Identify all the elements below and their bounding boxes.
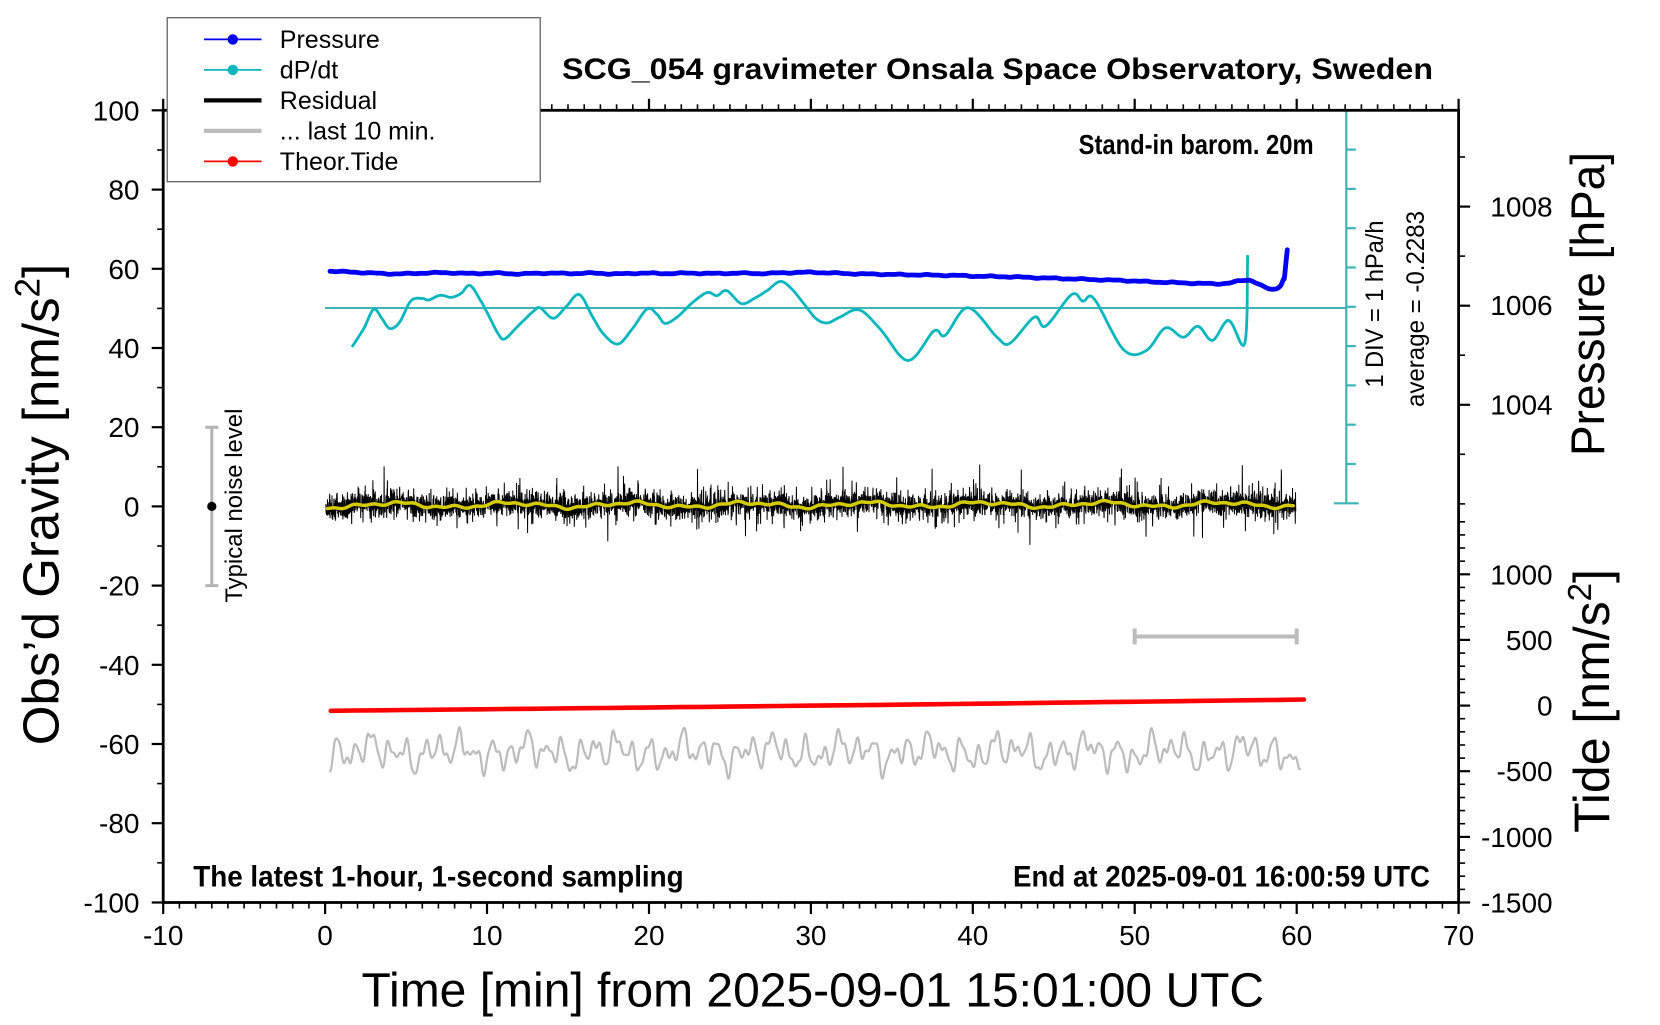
- svg-text:1006: 1006: [1490, 290, 1552, 321]
- svg-text:20: 20: [633, 920, 664, 951]
- svg-text:500: 500: [1506, 625, 1553, 656]
- svg-text:Tide [nm/s2]: Tide [nm/s2]: [1561, 569, 1620, 833]
- svg-text:0: 0: [1537, 691, 1553, 722]
- svg-text:-1500: -1500: [1481, 888, 1553, 919]
- svg-text:50: 50: [1119, 920, 1150, 951]
- svg-text:-100: -100: [83, 888, 139, 919]
- svg-text:0: 0: [124, 491, 140, 522]
- svg-text:... last 10 min.: ... last 10 min.: [280, 118, 436, 146]
- svg-text:-80: -80: [99, 808, 139, 839]
- svg-text:80: 80: [108, 175, 139, 206]
- svg-text:-1000: -1000: [1481, 822, 1553, 853]
- svg-text:Theor.Tide: Theor.Tide: [280, 148, 399, 176]
- svg-text:Pressure: Pressure: [280, 26, 380, 54]
- svg-text:average = -0.2283: average = -0.2283: [1402, 211, 1430, 407]
- svg-text:-10: -10: [143, 920, 183, 951]
- svg-text:End at 2025-09-01 16:00:59 UTC: End at 2025-09-01 16:00:59 UTC: [1013, 861, 1430, 894]
- svg-text:0: 0: [317, 920, 333, 951]
- svg-text:30: 30: [795, 920, 826, 951]
- svg-text:The latest 1-hour, 1-second sa: The latest 1-hour, 1-second sampling: [193, 861, 684, 894]
- svg-text:40: 40: [957, 920, 988, 951]
- svg-text:-40: -40: [99, 650, 139, 681]
- svg-text:SCG_054 gravimeter Onsala Spac: SCG_054 gravimeter Onsala Space Observat…: [562, 53, 1433, 86]
- svg-text:60: 60: [1281, 920, 1312, 951]
- svg-text:dP/dt: dP/dt: [280, 57, 338, 85]
- svg-text:1008: 1008: [1490, 192, 1552, 223]
- svg-text:70: 70: [1443, 920, 1474, 951]
- svg-text:Stand-in barom. 20m: Stand-in barom. 20m: [1079, 129, 1314, 160]
- svg-text:Pressure [hPa]: Pressure [hPa]: [1561, 152, 1614, 456]
- svg-text:1004: 1004: [1490, 390, 1552, 421]
- svg-text:40: 40: [108, 333, 139, 364]
- svg-text:1 DIV = 1 hPa/h: 1 DIV = 1 hPa/h: [1361, 221, 1389, 388]
- svg-text:20: 20: [108, 412, 139, 443]
- svg-text:Obs’d Gravity [nm/s2]: Obs’d Gravity [nm/s2]: [9, 264, 70, 745]
- svg-text:Typical noise level: Typical noise level: [221, 409, 248, 603]
- svg-text:10: 10: [471, 920, 502, 951]
- svg-text:Time [min] from 2025-09-01 15:: Time [min] from 2025-09-01 15:01:00 UTC: [361, 964, 1264, 1017]
- svg-text:1000: 1000: [1490, 559, 1552, 590]
- svg-text:100: 100: [93, 95, 140, 126]
- svg-text:-500: -500: [1497, 756, 1553, 787]
- svg-text:Residual: Residual: [280, 87, 377, 115]
- svg-text:-60: -60: [99, 729, 139, 760]
- svg-text:-20: -20: [99, 571, 139, 602]
- svg-text:60: 60: [108, 254, 139, 285]
